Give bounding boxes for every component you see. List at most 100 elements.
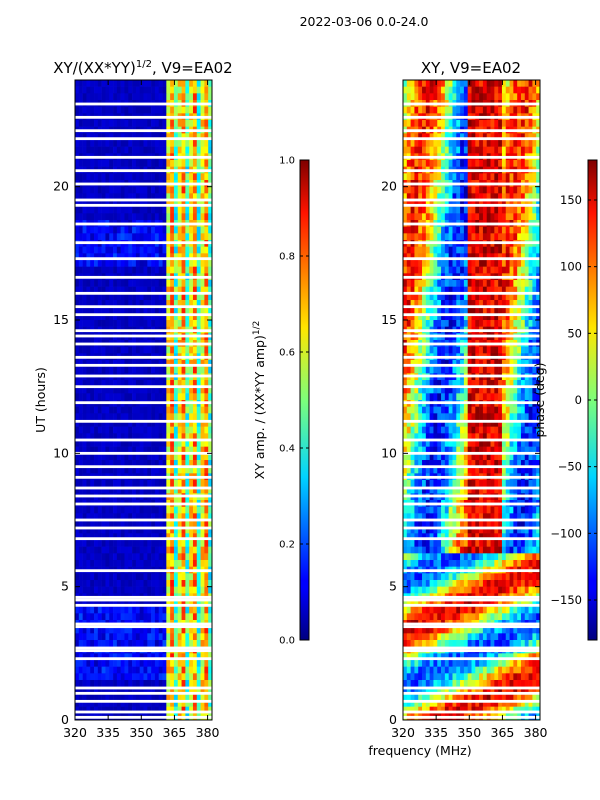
- amplitude-cell: [204, 673, 209, 681]
- amplitude-cell: [124, 486, 129, 494]
- amplitude-cell: [196, 200, 201, 207]
- amplitude-cell: [151, 633, 156, 641]
- amplitude-cell: [166, 533, 171, 541]
- amplitude-cell: [101, 313, 106, 321]
- amplitude-cell: [135, 446, 140, 454]
- phase-cell: [505, 286, 510, 294]
- amplitude-cell: [124, 466, 129, 474]
- phase-cell: [490, 233, 495, 241]
- phase-cell: [422, 173, 427, 181]
- amplitude-cell: [185, 300, 190, 307]
- phase-cell: [422, 86, 427, 94]
- amplitude-cell: [75, 540, 80, 547]
- amplitude-cell: [204, 453, 209, 461]
- amplitude-cell: [139, 386, 144, 394]
- amplitude-cell: [139, 433, 144, 441]
- phase-cell: [425, 253, 430, 261]
- phase-cell: [437, 186, 442, 194]
- amplitude-cell: [90, 366, 95, 374]
- phase-cell: [490, 293, 495, 301]
- amplitude-cell: [162, 213, 167, 221]
- amplitude-cell: [162, 233, 167, 241]
- amplitude-cell: [200, 700, 205, 707]
- amplitude-cell: [151, 453, 156, 461]
- amplitude-cell: [143, 673, 148, 681]
- amplitude-cell: [113, 480, 118, 487]
- amplitude-cell: [185, 160, 190, 167]
- amplitude-cell: [181, 553, 186, 561]
- amplitude-cell: [192, 666, 198, 674]
- amplitude-cell: [90, 486, 95, 494]
- phase-cell: [418, 93, 423, 101]
- amplitude-cell: [162, 553, 167, 561]
- amplitude-cell: [189, 200, 194, 207]
- amplitude-cell: [189, 260, 194, 267]
- amplitude-cell: [177, 633, 182, 641]
- amplitude-cell: [196, 86, 201, 94]
- phase-cell: [452, 173, 457, 181]
- amplitude-gap-row: [75, 241, 212, 245]
- amplitude-cell: [124, 313, 129, 321]
- phase-cell: [406, 80, 411, 87]
- amplitude-cell: [166, 346, 171, 354]
- amplitude-cell: [147, 446, 152, 454]
- amplitude-cell: [97, 466, 102, 474]
- phase-cell: [479, 106, 484, 114]
- amplitude-cell: [143, 380, 148, 387]
- amplitude-cell: [189, 206, 194, 214]
- amplitude-cell: [78, 426, 83, 434]
- amplitude-cell: [86, 186, 91, 194]
- amplitude-cell: [97, 386, 102, 394]
- amplitude-cell: [109, 440, 114, 447]
- amplitude-cell: [162, 413, 167, 421]
- phase-cell: [460, 293, 465, 301]
- amplitude-cell: [177, 506, 182, 514]
- amplitude-cell: [116, 553, 121, 561]
- amplitude-gap-row: [75, 313, 212, 317]
- amplitude-cell: [135, 486, 140, 494]
- amplitude-cell: [78, 560, 83, 567]
- phase-cell: [444, 266, 449, 274]
- amplitude-cell: [181, 466, 186, 474]
- phase-cell: [524, 266, 529, 274]
- amplitude-cell: [101, 480, 106, 487]
- amplitude-cell: [170, 393, 175, 401]
- amplitude-cell: [170, 686, 175, 694]
- amplitude-cell: [208, 120, 212, 127]
- amplitude-cell: [166, 393, 171, 401]
- phase-cell: [410, 260, 415, 267]
- amplitude-cell: [101, 246, 106, 254]
- amplitude-cell: [90, 386, 95, 394]
- amplitude-cell: [158, 173, 163, 181]
- phase-cell: [444, 253, 449, 261]
- phase-cell: [406, 260, 411, 267]
- phase-cell: [494, 313, 499, 321]
- phase-cell: [471, 280, 476, 287]
- amplitude-cell: [97, 206, 102, 214]
- amplitude-cell: [170, 300, 175, 307]
- amplitude-cell: [208, 506, 212, 514]
- amplitude-cell: [143, 420, 148, 427]
- amplitude-cell: [192, 553, 198, 561]
- amplitude-cell: [82, 460, 87, 467]
- amplitude-cell: [185, 173, 190, 181]
- amplitude-cell: [75, 580, 80, 587]
- amplitude-cell: [82, 300, 87, 307]
- amplitude-cell: [82, 680, 87, 687]
- amplitude-cell: [154, 446, 160, 454]
- amplitude-cell: [116, 533, 121, 541]
- amplitude-cell: [200, 686, 205, 694]
- amplitude-cell: [82, 186, 87, 194]
- amplitude-gap-row: [75, 526, 212, 530]
- amplitude-cell: [120, 140, 125, 147]
- amplitude-cell: [177, 453, 182, 461]
- amplitude-cell: [208, 546, 212, 554]
- amplitude-cell: [128, 413, 133, 421]
- amplitude-cell: [120, 460, 125, 467]
- amplitude-cell: [185, 693, 190, 701]
- phase-cell: [425, 306, 430, 314]
- amplitude-gap-row: [75, 657, 212, 661]
- amplitude-cell: [75, 640, 80, 647]
- amplitude-cell: [185, 93, 190, 101]
- amplitude-cell: [120, 446, 125, 454]
